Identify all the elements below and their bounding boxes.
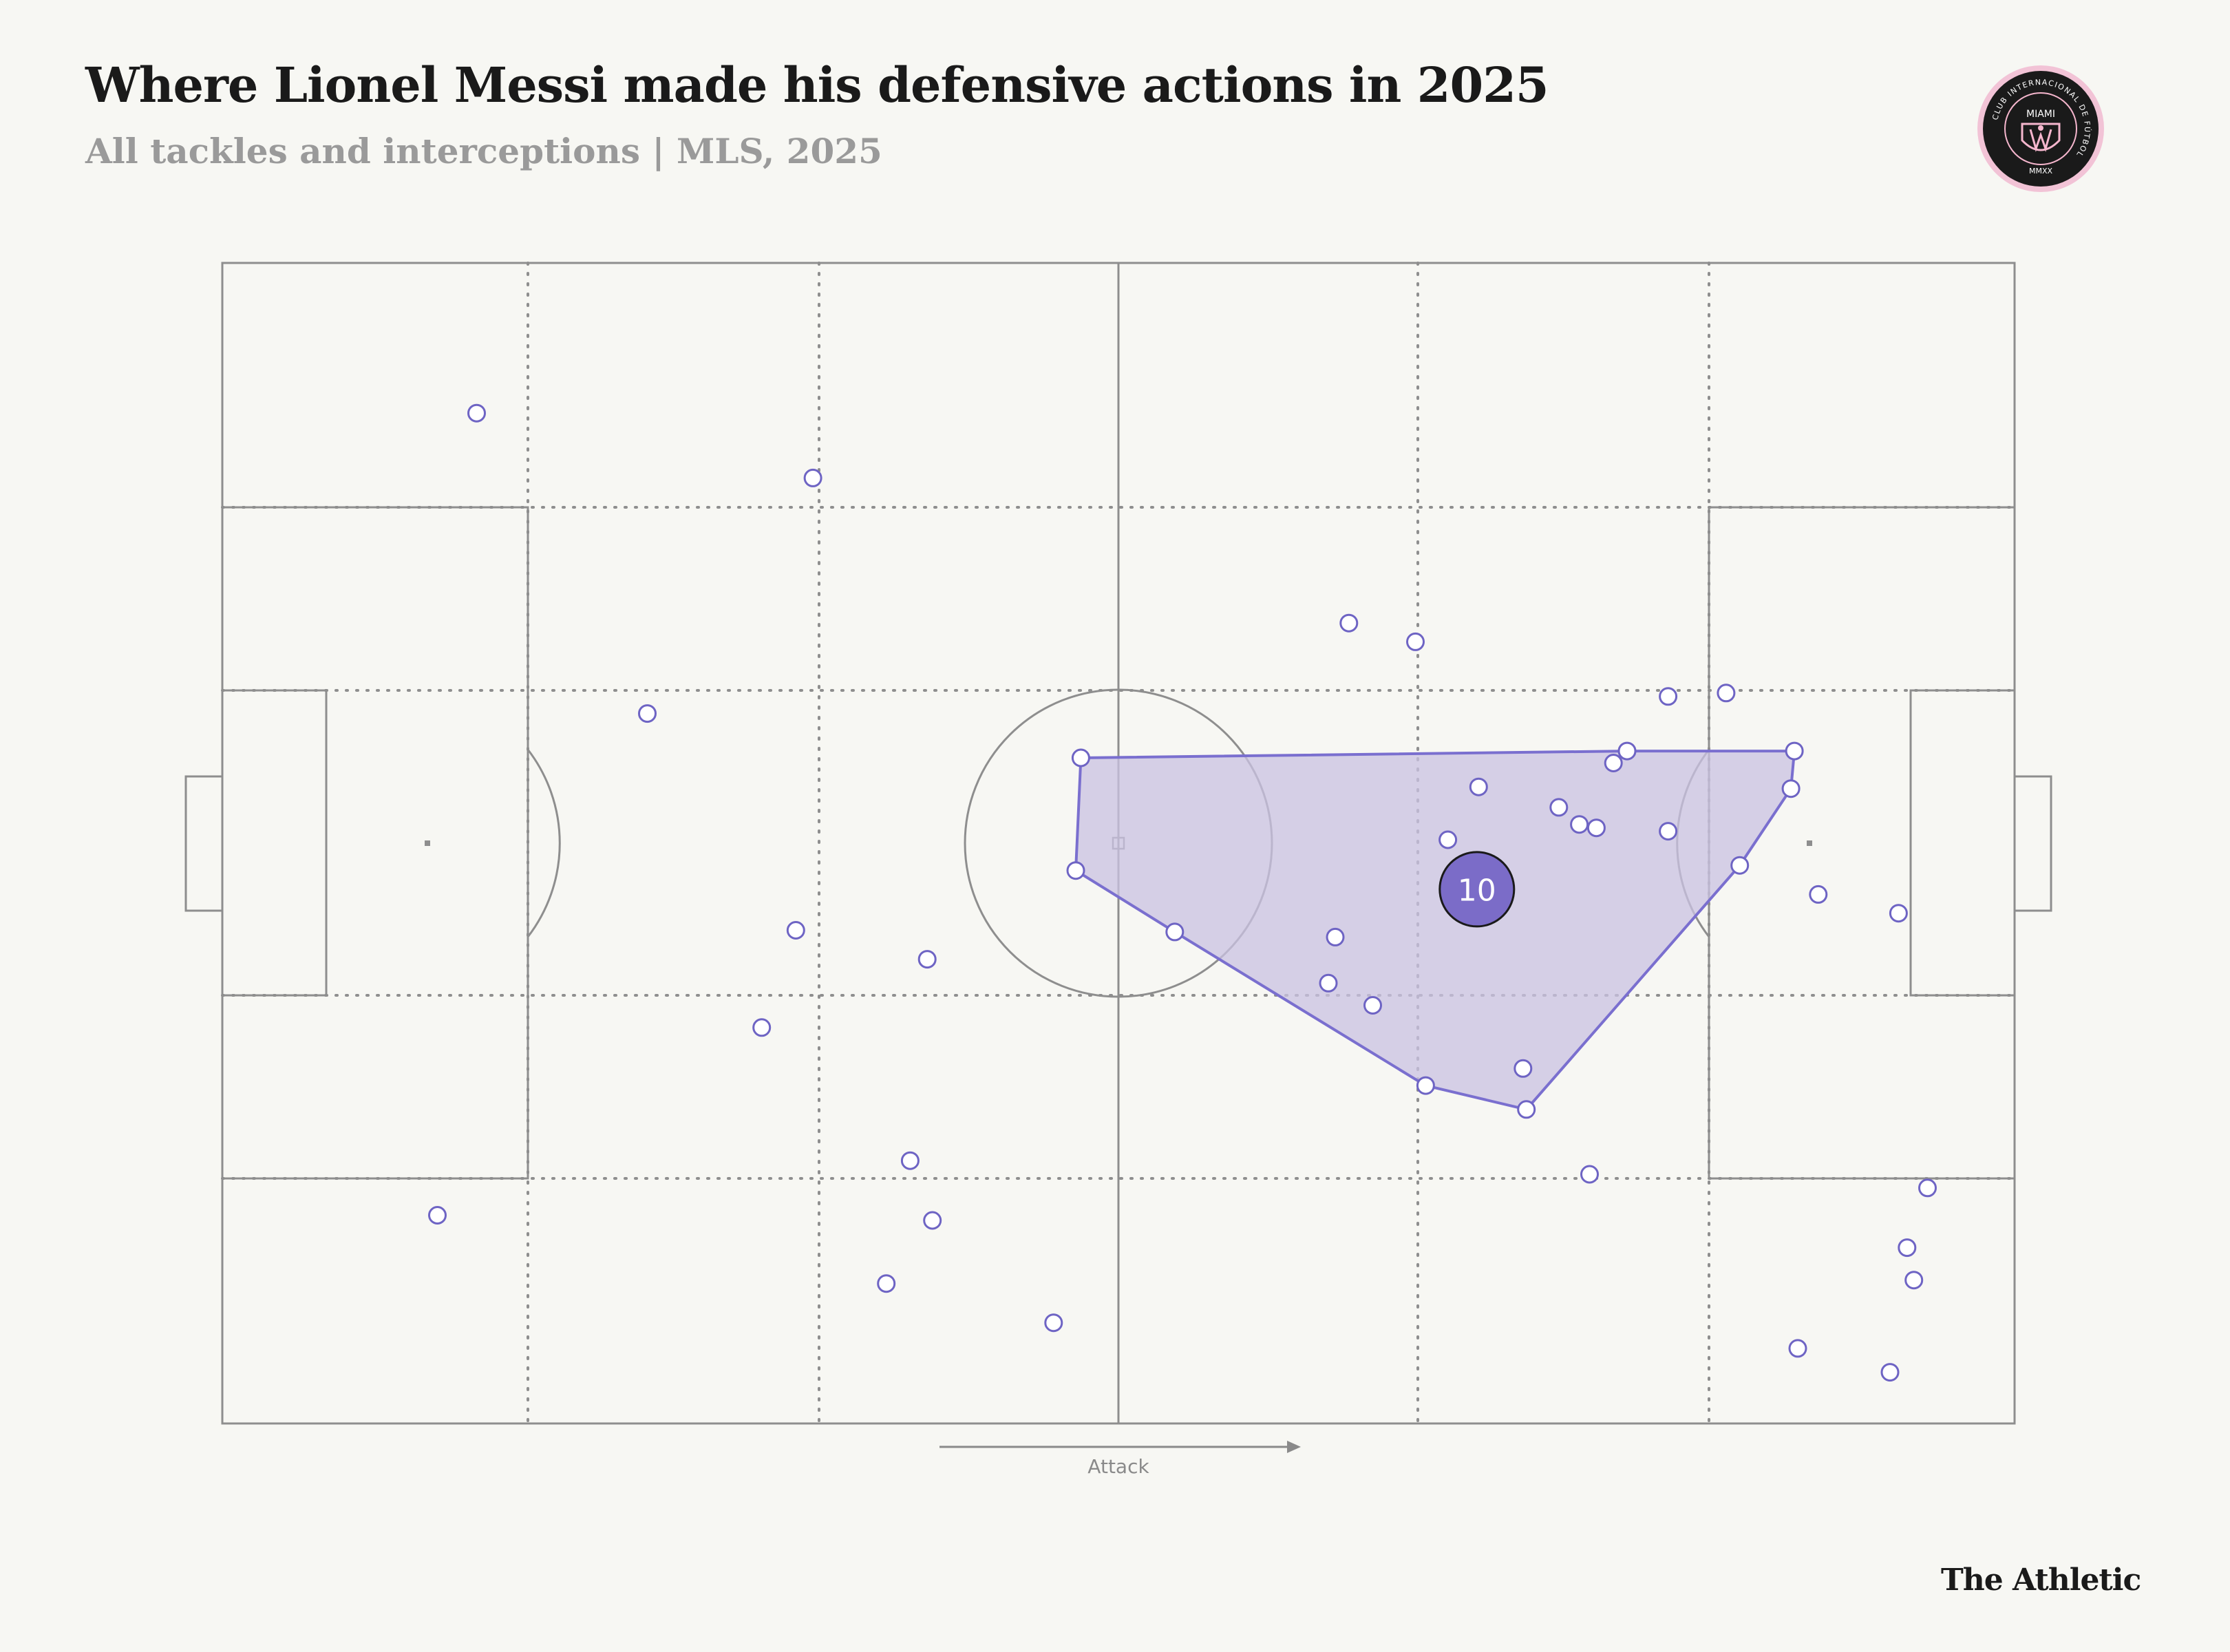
defensive-action-point-27 xyxy=(1319,973,1338,993)
inter-miami-crest-logo: CLUB INTERNACIONAL DE FÚTBOL MIAMI MMXX xyxy=(1977,65,2104,192)
defensive-action-point-5 xyxy=(638,704,657,723)
crest-name-text: MIAMI xyxy=(2026,109,2055,120)
right-goal xyxy=(2013,775,2052,912)
defensive-action-point-9 xyxy=(1617,741,1637,761)
defensive-action-point-4 xyxy=(1406,632,1425,651)
defensive-area-hull xyxy=(1074,750,1796,1111)
defensive-action-point-10 xyxy=(1785,741,1804,761)
defensive-action-point-28 xyxy=(1363,996,1382,1015)
defensive-action-point-43 xyxy=(1880,1363,1900,1382)
defensive-action-point-2 xyxy=(803,468,822,487)
defensive-action-point-16 xyxy=(1781,779,1801,798)
defensive-action-point-13 xyxy=(1549,798,1569,817)
defensive-action-point-39 xyxy=(1904,1271,1924,1290)
chart-title: Where Lionel Messi made his defensive ac… xyxy=(85,56,1549,114)
defensive-action-point-22 xyxy=(1889,904,1908,923)
crest-year-text: MMXX xyxy=(2029,167,2053,176)
defensive-action-point-25 xyxy=(1326,927,1345,946)
player-number-badge: 10 xyxy=(1438,851,1516,928)
right-six-yard-box xyxy=(1909,689,2016,997)
defensive-action-point-40 xyxy=(877,1274,896,1293)
defensive-action-point-30 xyxy=(1514,1059,1533,1078)
right-penalty-spot xyxy=(1807,840,1812,846)
defensive-action-point-1 xyxy=(467,403,486,423)
defensive-action-point-35 xyxy=(1918,1178,1937,1198)
chart-subtitle: All tackles and interceptions | MLS, 202… xyxy=(85,131,882,171)
defensive-action-point-17 xyxy=(1659,822,1678,841)
defensive-action-point-15 xyxy=(1586,818,1606,838)
left-penalty-arc xyxy=(527,749,561,938)
defensive-action-point-8 xyxy=(1071,748,1090,767)
player-number-label: 10 xyxy=(1458,873,1496,908)
defensive-action-point-29 xyxy=(752,1018,772,1037)
left-goal xyxy=(184,775,224,912)
attack-direction-label: Attack xyxy=(1087,1455,1149,1478)
defensive-action-point-34 xyxy=(1580,1165,1599,1184)
left-penalty-spot xyxy=(425,840,430,846)
defensive-action-point-12 xyxy=(1469,777,1488,796)
the-athletic-credit: The Athletic xyxy=(1941,1563,2141,1598)
defensive-action-point-42 xyxy=(1788,1339,1807,1358)
defensive-action-point-21 xyxy=(1809,885,1828,904)
defensive-action-point-14 xyxy=(1570,815,1589,834)
defensive-action-point-38 xyxy=(1898,1238,1917,1258)
defensive-action-point-20 xyxy=(1730,856,1750,875)
defensive-action-points xyxy=(428,403,1937,1382)
attack-direction-indicator: Attack xyxy=(939,1441,1301,1478)
defensive-action-point-23 xyxy=(786,921,805,940)
left-six-yard-box xyxy=(221,689,328,997)
defensive-action-point-37 xyxy=(923,1211,942,1230)
defensive-action-point-11 xyxy=(1604,754,1623,772)
defensive-action-point-41 xyxy=(1044,1313,1063,1333)
defensive-action-point-32 xyxy=(1517,1100,1536,1119)
left-penalty-area xyxy=(221,506,529,1180)
defensive-action-point-36 xyxy=(428,1206,447,1225)
defensive-action-point-7 xyxy=(1717,684,1736,703)
defensive-action-point-19 xyxy=(1066,861,1085,880)
defensive-action-point-31 xyxy=(1416,1076,1435,1095)
defensive-action-point-33 xyxy=(900,1151,920,1170)
defensive-action-point-3 xyxy=(1339,613,1359,633)
defensive-action-point-18 xyxy=(1438,830,1458,849)
defensive-action-point-24 xyxy=(1165,922,1185,942)
defensive-action-point-6 xyxy=(1659,687,1678,706)
defensive-action-point-26 xyxy=(917,950,937,969)
